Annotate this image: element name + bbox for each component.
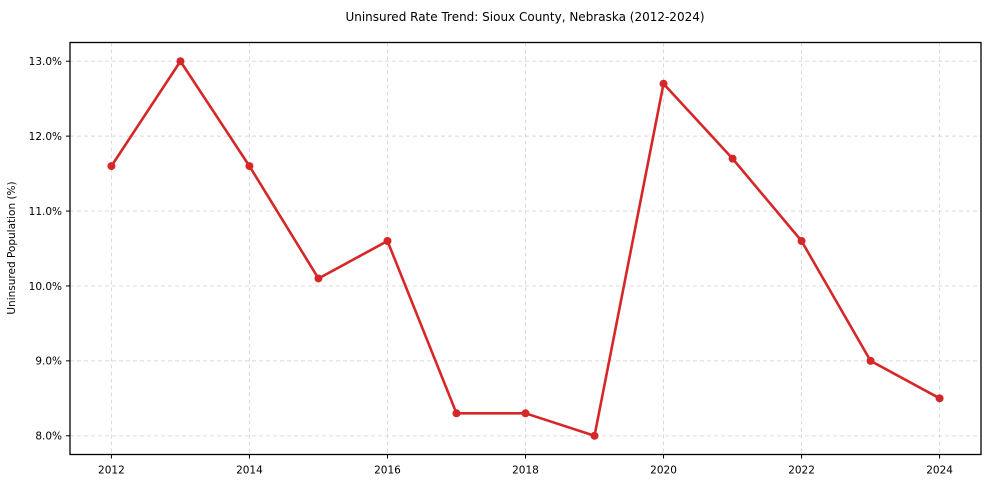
- grid-layer: [70, 42, 981, 455]
- y-tick-label: 12.0%: [29, 131, 62, 143]
- y-tick-label: 10.0%: [29, 281, 62, 293]
- data-point-marker: [590, 431, 599, 440]
- data-point-marker: [659, 79, 668, 88]
- y-tick-label: 8.0%: [35, 431, 62, 443]
- y-tick-label: 11.0%: [29, 206, 62, 218]
- data-point-marker: [176, 57, 185, 66]
- x-tick-label: 2018: [512, 465, 539, 477]
- data-point-marker: [314, 274, 323, 283]
- data-point-marker: [383, 237, 392, 246]
- data-point-marker: [521, 409, 530, 418]
- x-tick-label: 2022: [788, 465, 815, 477]
- x-tick-label: 2024: [926, 465, 953, 477]
- x-tick-label: 2014: [236, 465, 263, 477]
- chart-title: Uninsured Rate Trend: Sioux County, Nebr…: [345, 10, 704, 24]
- axes-frame: [69, 41, 982, 456]
- data-point-marker: [797, 237, 806, 246]
- data-point-marker: [452, 409, 461, 418]
- data-point-marker: [728, 154, 737, 163]
- trend-line-series: [107, 57, 944, 440]
- y-axis-title: Uninsured Population (%): [6, 181, 18, 314]
- data-point-marker: [107, 162, 116, 171]
- x-tick-label: 2012: [98, 465, 125, 477]
- x-tick-label: 2020: [650, 465, 677, 477]
- axes-layer: 2012 2014 2016 2018 2020 2022 2024 8.0% 9.0% 10.0…: [29, 41, 982, 477]
- y-tick-label: 9.0%: [35, 356, 62, 368]
- data-point-marker: [935, 394, 944, 403]
- data-point-marker: [866, 356, 875, 365]
- data-point-marker: [245, 162, 254, 171]
- y-tick-label: 13.0%: [29, 56, 62, 68]
- x-tick-label: 2016: [374, 465, 401, 477]
